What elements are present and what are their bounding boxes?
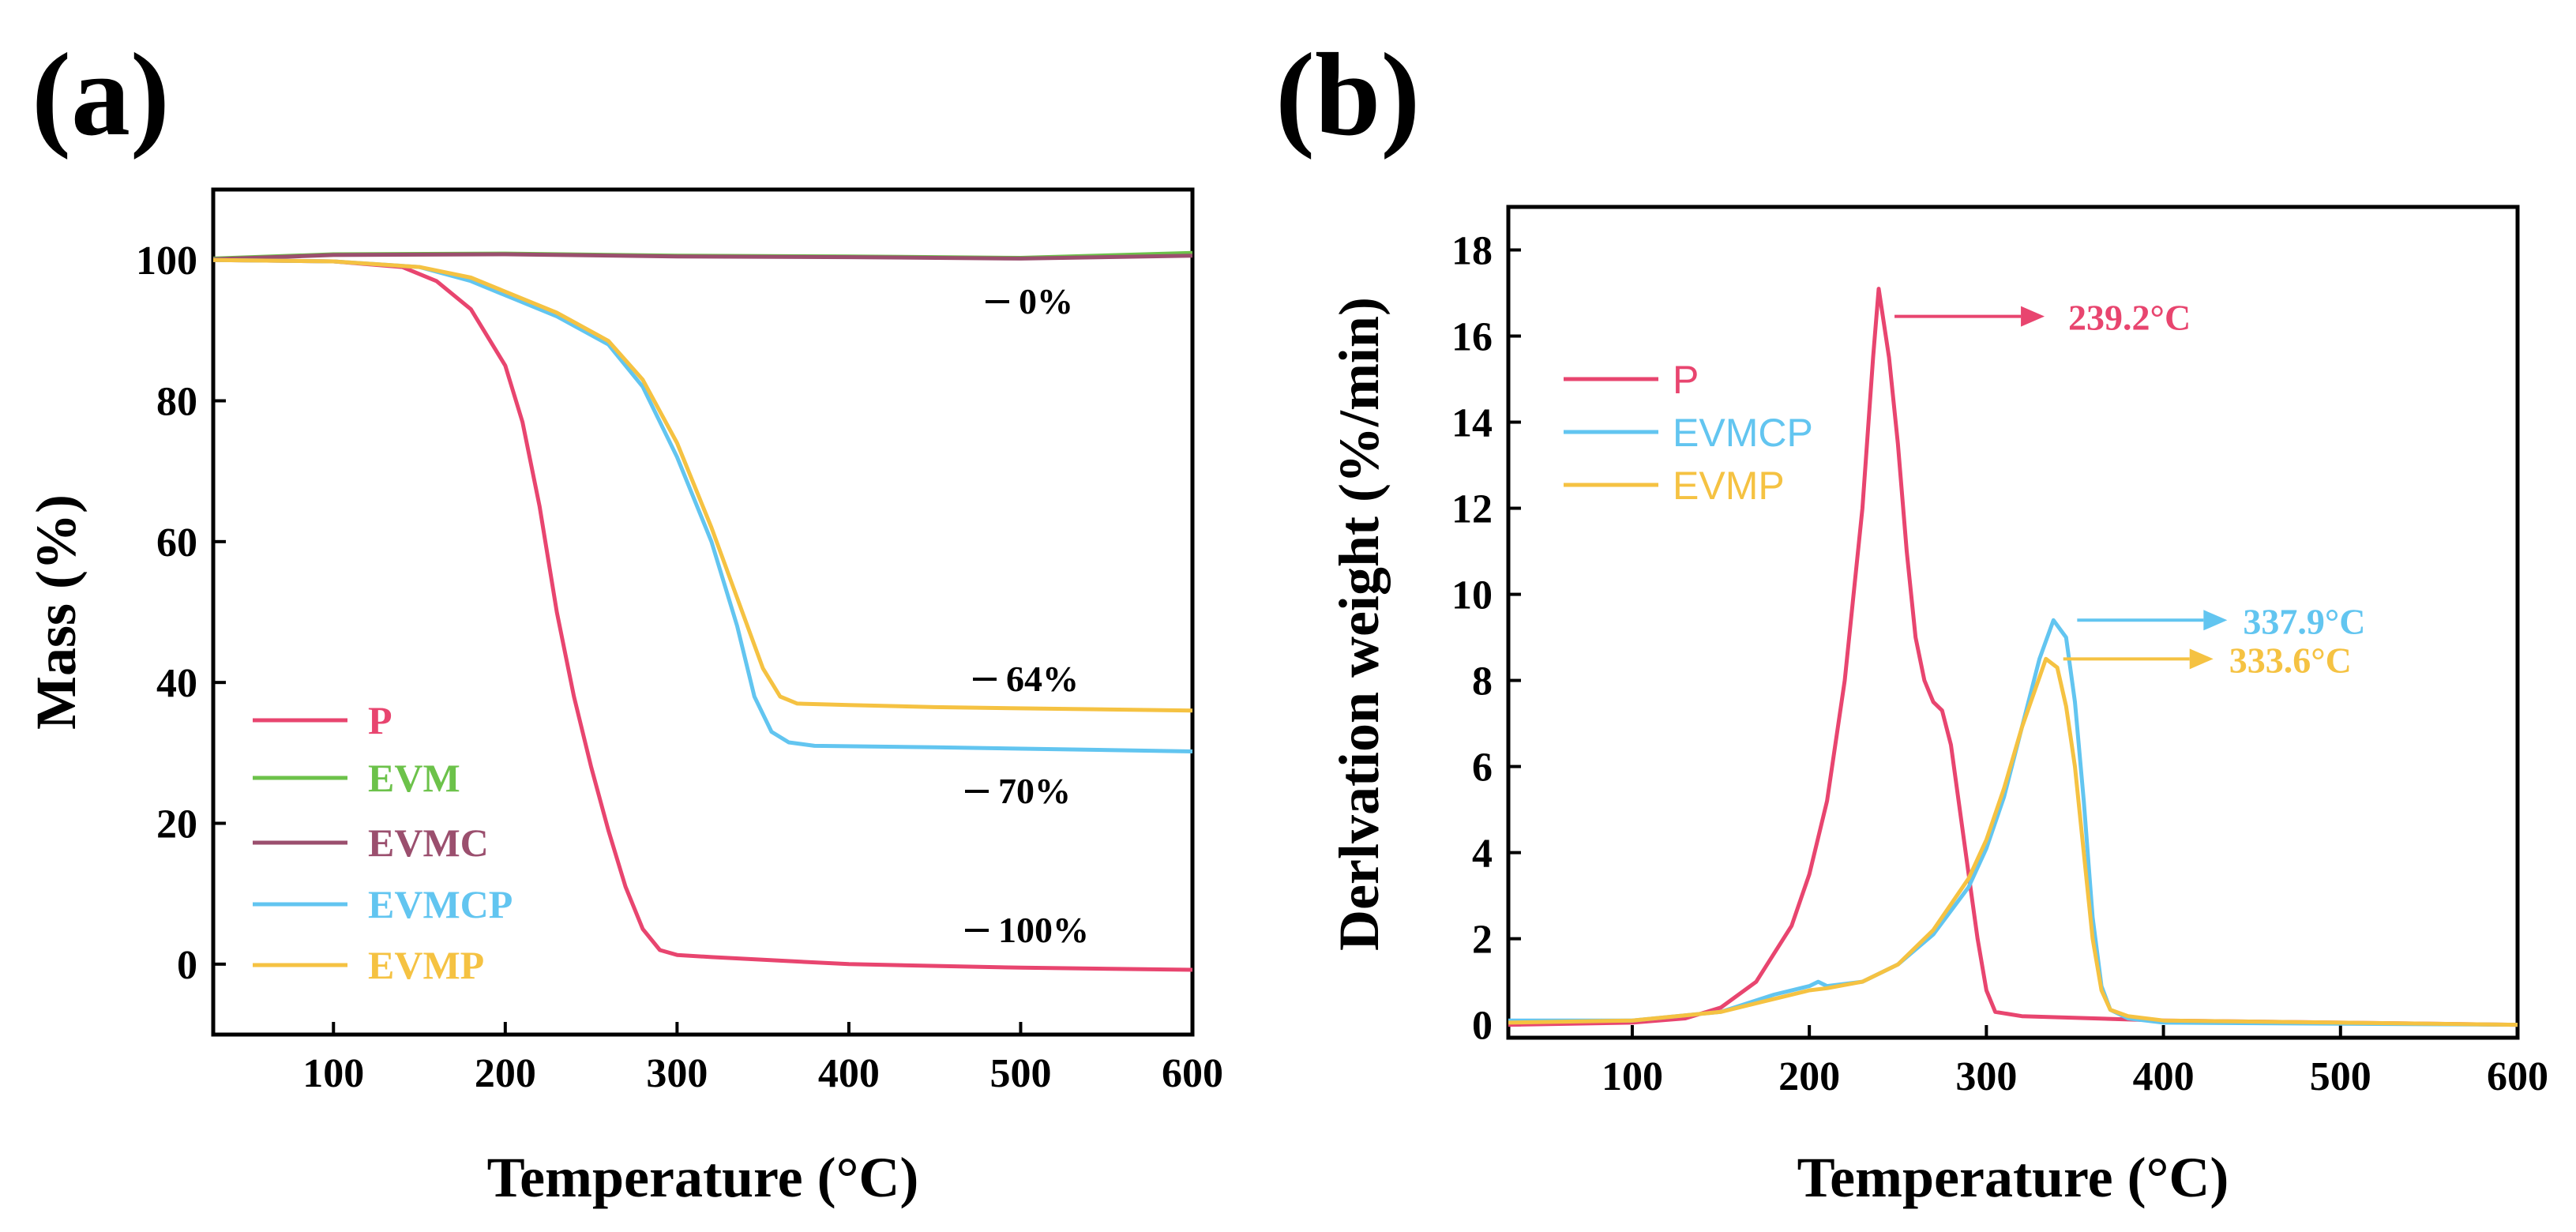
y-tick-label-6: 6	[1472, 746, 1493, 791]
x-tick-label-300: 300	[1955, 1054, 2017, 1099]
panel-b-y-ticks: 0 2 4 6 8 10 12 14 16 18	[1451, 229, 1521, 1049]
panel-a-annotations: 0% 64% 70% 100%	[965, 281, 1089, 950]
panel-a-label: (a)	[32, 29, 170, 160]
legend-b-label-evmp: EVMP	[1673, 464, 1785, 508]
panel-a-series	[212, 250, 1193, 972]
y-tick-label-60: 60	[156, 520, 197, 565]
annotation-100pct: 100%	[998, 910, 1089, 950]
panel-b: (b) 100 200 300 400 500 600 0 2 4 6 8 10 12 14 16 18 2…	[1275, 29, 2548, 1209]
y-tick-label-100: 100	[136, 239, 197, 284]
x-tick-label-500: 500	[2310, 1054, 2371, 1099]
panel-a-legend: P EVM EVMC EVMCP EVMP	[253, 698, 513, 987]
x-tick-label-600: 600	[2487, 1054, 2548, 1099]
y-tick-label-12: 12	[1451, 487, 1493, 532]
annotation-70pct: 70%	[998, 771, 1071, 811]
panel-b-series	[1508, 287, 2518, 1027]
panel-a-x-ticks: 100 200 300 400 500 600	[302, 1022, 1223, 1096]
panel-b-x-ticks: 100 200 300 400 500 600	[1602, 1025, 2548, 1099]
x-tick-label-400: 400	[818, 1051, 880, 1096]
peak-label-p: 239.2°C	[2068, 298, 2191, 338]
y-tick-label-40: 40	[156, 661, 197, 706]
series-line-evmc	[212, 252, 1193, 261]
y-tick-label-0: 0	[177, 943, 197, 988]
peak-arrow-head-evmcp	[2203, 610, 2228, 631]
panel-b-y-axis-title: Derlvation weight (%/min)	[1327, 297, 1391, 951]
x-tick-label-400: 400	[2133, 1054, 2195, 1099]
x-tick-label-200: 200	[475, 1051, 536, 1096]
series-line-evmcp	[1508, 618, 2518, 1027]
legend-label-evmc: EVMC	[368, 821, 489, 865]
panel-a-y-axis-title: Mass (%)	[24, 494, 88, 730]
panel-b-plot-frame	[1506, 205, 2520, 1040]
legend-label-evmcp: EVMCP	[368, 882, 513, 926]
legend-label-evmp: EVMP	[368, 943, 484, 987]
y-tick-label-80: 80	[156, 380, 197, 425]
panel-a-plot-frame	[211, 187, 1195, 1037]
y-tick-label-8: 8	[1472, 659, 1493, 704]
peak-arrow-head-evmp	[2189, 648, 2214, 670]
panel-a: (a) 100 200 300 400 500 600 0 20 40 60 80 100 Temp…	[24, 29, 1223, 1209]
series-line-p	[1508, 287, 2518, 1027]
series-line-p	[212, 257, 1193, 972]
y-tick-label-16: 16	[1451, 315, 1493, 360]
panel-b-label: (b)	[1275, 29, 1420, 160]
panel-a-y-ticks: 0 20 40 60 80 100	[136, 239, 226, 988]
x-tick-label-100: 100	[1602, 1054, 1663, 1099]
y-tick-label-14: 14	[1451, 401, 1493, 446]
panel-a-x-axis-title: Temperature (°C)	[487, 1146, 919, 1209]
x-tick-label-200: 200	[1778, 1054, 1840, 1099]
peak-label-evmp: 333.6°C	[2229, 640, 2352, 680]
annotation-64pct: 64%	[1006, 659, 1079, 699]
panel-b-x-axis-title: Temperature (°C)	[1797, 1146, 2229, 1209]
series-line-evmp	[212, 257, 1193, 713]
x-tick-label-600: 600	[1162, 1051, 1223, 1096]
annotation-0pct: 0%	[1019, 281, 1073, 321]
series-line-evmcp	[212, 257, 1193, 753]
x-tick-label-300: 300	[646, 1051, 708, 1096]
y-tick-label-2: 2	[1472, 918, 1493, 963]
y-tick-label-4: 4	[1472, 832, 1493, 877]
y-tick-label-10: 10	[1451, 573, 1493, 618]
y-tick-label-18: 18	[1451, 229, 1493, 274]
legend-b-label-p: P	[1673, 358, 1699, 402]
y-tick-label-0: 0	[1472, 1004, 1493, 1049]
series-line-evmp	[1508, 656, 2518, 1027]
x-tick-label-500: 500	[989, 1051, 1051, 1096]
x-tick-label-100: 100	[302, 1051, 364, 1096]
legend-label-evm: EVM	[368, 756, 460, 800]
legend-label-p: P	[368, 698, 392, 742]
y-tick-label-20: 20	[156, 802, 197, 847]
legend-b-label-evmcp: EVMCP	[1673, 411, 1813, 455]
peak-label-evmcp: 337.9°C	[2243, 601, 2365, 641]
peak-arrow-head-p	[2021, 306, 2045, 327]
panel-b-legend: P EVMCP EVMP	[1564, 358, 1813, 508]
